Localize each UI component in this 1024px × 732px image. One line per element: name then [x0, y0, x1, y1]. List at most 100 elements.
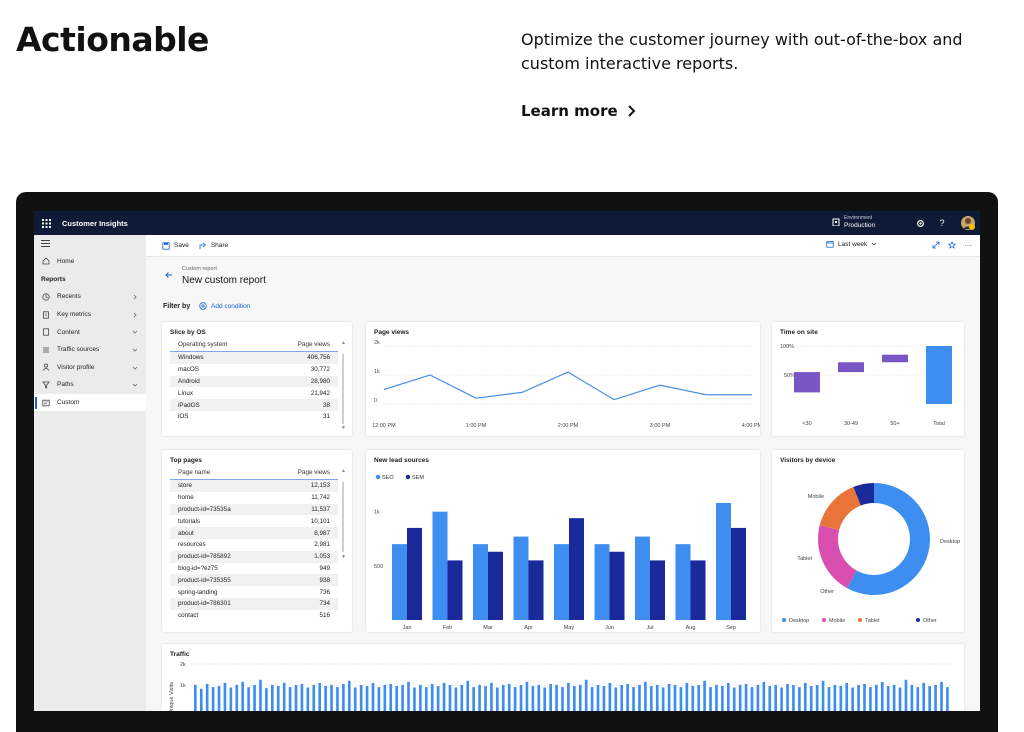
table-row[interactable]: iOS 31 [170, 411, 338, 423]
bar[interactable] [676, 544, 691, 620]
bar[interactable] [757, 685, 760, 711]
bar[interactable] [318, 683, 321, 711]
bar[interactable] [882, 355, 908, 363]
bar[interactable] [774, 685, 777, 711]
bar[interactable] [194, 685, 197, 711]
bar[interactable] [644, 682, 647, 711]
bar[interactable] [626, 684, 629, 711]
avatar[interactable] [960, 215, 976, 231]
bar[interactable] [413, 688, 416, 711]
bar[interactable] [206, 684, 209, 711]
bar[interactable] [431, 684, 434, 711]
bar[interactable] [425, 687, 428, 711]
bar[interactable] [348, 681, 351, 711]
bar[interactable] [555, 685, 558, 711]
bar[interactable] [443, 683, 446, 711]
table-row[interactable]: Windows 406,756 [170, 352, 338, 364]
bar[interactable] [312, 685, 315, 711]
sidebar-item-content[interactable]: Content [34, 323, 146, 341]
bar[interactable] [731, 528, 746, 620]
bar[interactable] [716, 503, 731, 620]
bar[interactable] [218, 686, 221, 711]
sidebar-item-key-metrics[interactable]: Key metrics [34, 306, 146, 324]
bar[interactable] [543, 688, 546, 711]
table-row[interactable]: store 12,153 [170, 480, 338, 492]
bar[interactable] [549, 684, 552, 711]
table-row[interactable]: Linux 21,942 [170, 387, 338, 399]
bar[interactable] [697, 685, 700, 711]
bar[interactable] [336, 687, 339, 711]
sidebar-menu-toggle[interactable] [34, 235, 146, 253]
bar[interactable] [526, 682, 529, 711]
table-row[interactable]: product-id=735355 938 [170, 574, 338, 586]
bar[interactable] [520, 685, 523, 711]
bar[interactable] [277, 686, 280, 711]
bar[interactable] [307, 688, 310, 711]
help-icon[interactable]: ? [936, 217, 948, 229]
table-row[interactable]: contact 516 [170, 610, 338, 622]
bar[interactable] [514, 687, 517, 711]
bar[interactable] [686, 683, 689, 711]
bar[interactable] [488, 552, 503, 620]
series-line[interactable] [384, 372, 752, 400]
bar[interactable] [804, 683, 807, 711]
bar[interactable] [656, 685, 659, 711]
bar[interactable] [502, 685, 505, 711]
bar[interactable] [330, 685, 333, 711]
bar[interactable] [561, 687, 564, 711]
bar[interactable] [822, 681, 825, 711]
bar[interactable] [567, 683, 570, 711]
bar[interactable] [401, 685, 404, 711]
bar[interactable] [366, 686, 369, 711]
bar[interactable] [460, 685, 463, 711]
bar[interactable] [224, 683, 227, 711]
bar[interactable] [455, 688, 458, 711]
bar[interactable] [603, 686, 606, 711]
more-options-icon[interactable]: ··· [963, 240, 973, 250]
sidebar-item-traffic-sources[interactable]: Traffic sources [34, 341, 146, 359]
bar[interactable] [579, 685, 582, 711]
bar[interactable] [529, 560, 544, 620]
bar[interactable] [265, 688, 268, 711]
bar[interactable] [407, 528, 422, 620]
bar[interactable] [875, 685, 878, 711]
scroll-down-icon[interactable]: ▼ [341, 425, 346, 431]
bar[interactable] [569, 518, 584, 620]
bar[interactable] [632, 687, 635, 711]
bar[interactable] [532, 686, 535, 711]
bar[interactable] [496, 688, 499, 711]
bar[interactable] [407, 682, 410, 711]
bar[interactable] [395, 686, 398, 711]
bar[interactable] [554, 544, 569, 620]
bar[interactable] [798, 687, 801, 711]
share-button[interactable]: Share [199, 242, 228, 250]
table-row[interactable]: about 8,987 [170, 527, 338, 539]
bar[interactable] [247, 687, 250, 711]
bar[interactable] [635, 537, 650, 620]
bar[interactable] [946, 687, 949, 711]
bar[interactable] [478, 685, 481, 711]
bar[interactable] [433, 512, 448, 620]
settings-gear-icon[interactable] [914, 217, 926, 229]
bar[interactable] [235, 685, 238, 711]
bar[interactable] [597, 685, 600, 711]
sidebar-item-home[interactable]: Home [34, 253, 146, 271]
bar[interactable] [810, 686, 813, 711]
column-header[interactable]: Page name [178, 469, 210, 476]
add-condition-button[interactable]: Add condition [199, 302, 250, 310]
bar[interactable] [869, 687, 872, 711]
bar[interactable] [230, 688, 233, 711]
scrollbar[interactable] [342, 482, 344, 552]
bar[interactable] [934, 685, 937, 711]
bar[interactable] [378, 687, 381, 711]
bar[interactable] [816, 685, 819, 711]
app-title[interactable]: Customer Insights [62, 219, 128, 228]
bar[interactable] [289, 687, 292, 711]
bar[interactable] [650, 560, 665, 620]
bar[interactable] [200, 689, 203, 711]
bar[interactable] [928, 686, 931, 711]
bar[interactable] [828, 687, 831, 711]
bar[interactable] [745, 684, 748, 711]
bar[interactable] [392, 544, 407, 620]
bar[interactable] [253, 685, 256, 711]
